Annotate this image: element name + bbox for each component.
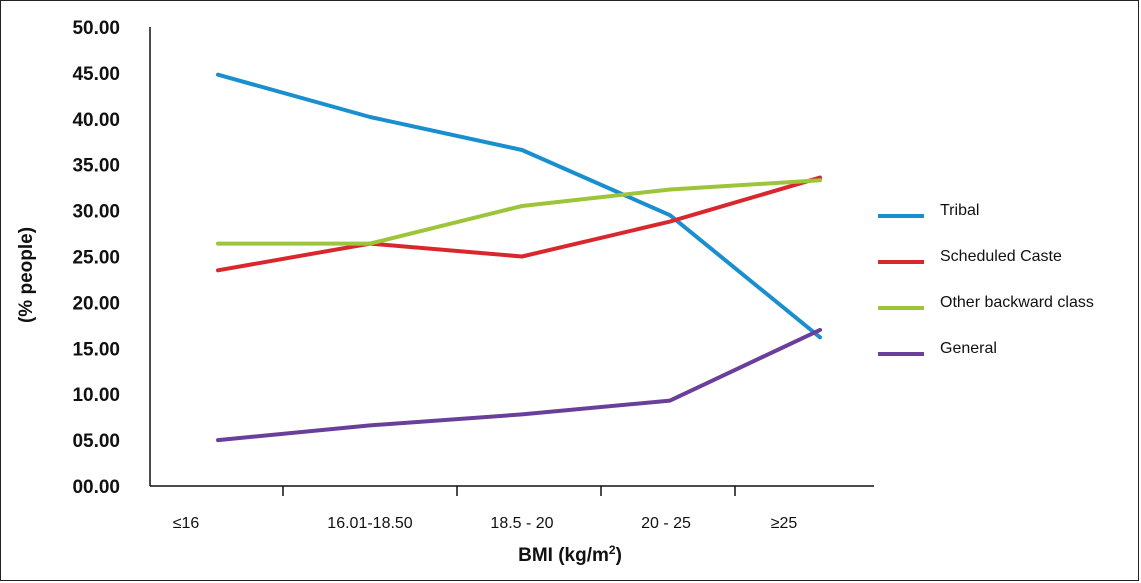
y-tick-label: 30.00 (72, 202, 120, 223)
y-tick-label: 25.00 (72, 248, 120, 269)
y-tick-label: 10.00 (72, 385, 120, 406)
series-line-scheduled-caste (216, 175, 822, 273)
x-axis-title: BMI (kg/m2) (518, 543, 622, 566)
x-tick-label: 16.01-18.50 (327, 515, 413, 532)
series-lines (216, 72, 822, 443)
y-tick-label: 00.00 (72, 477, 120, 498)
y-tick-label: 45.00 (72, 64, 120, 85)
y-tick-label: 05.00 (72, 431, 120, 452)
legend-label-tribal: Tribal (940, 202, 979, 219)
x-tick-label: ≤16 (173, 515, 200, 532)
x-tick-label: 18.5 - 20 (490, 515, 553, 532)
y-tick-label: 40.00 (72, 110, 120, 131)
series-line-general (216, 327, 822, 443)
x-tick-labels: ≤16 16.01-18.50 18.5 - 20 20 - 25 ≥25 (173, 515, 798, 532)
legend-label-general: General (940, 340, 997, 357)
y-tick-label: 15.00 (72, 339, 120, 360)
legend: Tribal Scheduled Caste Other backward clas… (878, 202, 1094, 357)
y-tick-labels: 00.00 05.00 10.00 15.00 20.00 25.00 30.00 35.00… (72, 18, 120, 498)
y-tick-label: 35.00 (72, 156, 120, 177)
axes (149, 27, 874, 496)
legend-label-scheduled-caste: Scheduled Caste (940, 248, 1062, 265)
y-tick-label: 20.00 (72, 293, 120, 314)
series-line-tribal (216, 72, 822, 340)
x-tick-label: ≥25 (771, 515, 798, 532)
y-axis-title: (% people) (16, 227, 37, 323)
series-line-other-backward-class (216, 178, 822, 246)
y-tick-label: 50.00 (72, 18, 120, 39)
legend-label-other-backward-class: Other backward class (940, 294, 1094, 311)
x-tick-label: 20 - 25 (641, 515, 691, 532)
